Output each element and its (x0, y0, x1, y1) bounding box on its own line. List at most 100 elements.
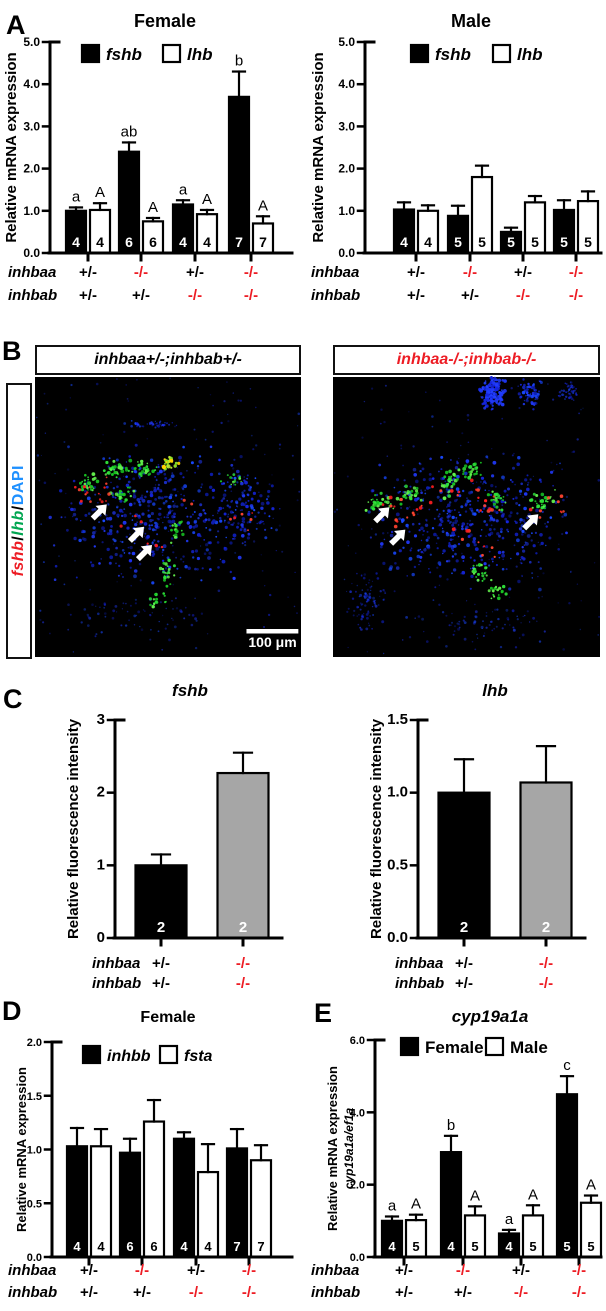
svg-text:4: 4 (447, 1239, 455, 1254)
svg-text:2: 2 (97, 784, 105, 801)
chart-e-cyp19a1a: cyp19a1a Relative mRNA expression cyp19a1a… (311, 1007, 603, 1301)
svg-text:4: 4 (388, 1239, 396, 1254)
svg-text:Male: Male (451, 11, 491, 31)
svg-text:+/-: +/- (407, 287, 425, 304)
svg-text:6: 6 (150, 1239, 157, 1254)
svg-text:6: 6 (126, 1239, 133, 1254)
svg-text:+/-: +/- (454, 1284, 472, 1301)
svg-text:+/-: +/- (455, 975, 473, 992)
svg-text:0.5: 0.5 (387, 856, 408, 873)
svg-text:inhbab: inhbab (395, 975, 444, 992)
svg-text:5: 5 (412, 1239, 419, 1254)
svg-text:7: 7 (235, 234, 243, 250)
channel-legend-text: fshb/lhb/DAPI (10, 465, 28, 576)
svg-text:lhb: lhb (482, 681, 508, 700)
svg-text:2.0: 2.0 (350, 1180, 365, 1192)
svg-text:-/-: -/- (242, 1284, 256, 1301)
svg-text:-/-: -/- (456, 1262, 470, 1279)
arrow-icon (127, 526, 145, 543)
svg-text:inhbaa: inhbaa (311, 264, 359, 281)
arrow-icon (522, 514, 539, 531)
svg-text:inhbaa: inhbaa (311, 1262, 359, 1279)
svg-text:inhbb: inhbb (107, 1048, 151, 1065)
svg-text:fshb: fshb (172, 681, 208, 700)
svg-text:+/-: +/- (80, 1262, 98, 1279)
svg-text:4: 4 (96, 234, 104, 250)
svg-text:inhbab: inhbab (8, 1284, 57, 1301)
panel-c-label: C (3, 684, 23, 714)
svg-text:6: 6 (149, 234, 157, 250)
svg-text:-/-: -/- (572, 1262, 586, 1279)
svg-text:2.0: 2.0 (27, 1037, 42, 1049)
svg-text:a: a (505, 1211, 514, 1228)
svg-text:Male: Male (510, 1038, 548, 1057)
svg-text:5: 5 (471, 1239, 478, 1254)
svg-text:-/-: -/- (236, 975, 250, 992)
arrow-icon (135, 545, 153, 562)
channel-lhb: lhb (10, 510, 27, 536)
panel-b-label: B (2, 336, 22, 366)
svg-text:-/-: -/- (572, 1284, 586, 1301)
svg-text:-/-: -/- (539, 975, 553, 992)
svg-text:lhb: lhb (187, 45, 213, 64)
svg-text:-/-: -/- (135, 1262, 149, 1279)
svg-text:4: 4 (97, 1239, 105, 1254)
svg-text:fshb: fshb (106, 45, 142, 64)
svg-text:inhbab: inhbab (8, 287, 57, 304)
micro-title-het: inhbaa+/-;inhbab+/- (35, 345, 301, 375)
svg-text:-/-: -/- (244, 287, 258, 304)
svg-text:5: 5 (478, 234, 486, 250)
channel-DAPI: DAPI (10, 465, 27, 506)
svg-text:Female: Female (140, 1009, 195, 1026)
svg-text:cyp19a1a: cyp19a1a (452, 1007, 529, 1026)
channel-slash: / (10, 535, 27, 541)
svg-text:+/-: +/- (455, 955, 473, 972)
panel-a-label: A (6, 10, 26, 40)
svg-text:+/-: +/- (186, 264, 204, 281)
svg-text:5.0: 5.0 (338, 35, 355, 49)
svg-text:A: A (95, 184, 105, 201)
svg-text:4: 4 (505, 1239, 513, 1254)
micro-image-het: 100 μm (35, 377, 301, 657)
channel-legend: fshb/lhb/DAPI (6, 383, 32, 659)
svg-text:6: 6 (125, 234, 133, 250)
svg-text:b: b (447, 1117, 455, 1134)
svg-text:-/-: -/- (539, 955, 553, 972)
svg-text:6.0: 6.0 (350, 1035, 365, 1047)
svg-text:fsta: fsta (184, 1048, 213, 1065)
svg-text:0.0: 0.0 (338, 246, 355, 260)
svg-text:5: 5 (454, 234, 462, 250)
channel-fshb: fshb (10, 540, 27, 577)
svg-text:0.0: 0.0 (23, 246, 40, 260)
svg-text:7: 7 (257, 1239, 264, 1254)
panel-d-label: D (2, 996, 22, 1026)
svg-text:-/-: -/- (236, 955, 250, 972)
svg-text:+/-: +/- (133, 1284, 151, 1301)
svg-text:3.0: 3.0 (338, 119, 355, 133)
svg-text:4: 4 (204, 1239, 212, 1254)
svg-text:7: 7 (233, 1239, 240, 1254)
svg-text:Relative mRNA expression: Relative mRNA expression (3, 52, 20, 242)
svg-text:A: A (148, 199, 158, 216)
svg-text:Relative mRNA expression: Relative mRNA expression (310, 52, 327, 242)
svg-text:+/-: +/- (461, 287, 479, 304)
svg-text:5: 5 (531, 234, 539, 250)
svg-text:1: 1 (97, 856, 105, 873)
svg-text:A: A (586, 1177, 596, 1194)
svg-text:5: 5 (560, 234, 568, 250)
svg-text:1.0: 1.0 (338, 204, 355, 218)
svg-text:4: 4 (424, 234, 432, 250)
svg-text:lhb: lhb (517, 45, 543, 64)
svg-text:1.0: 1.0 (23, 204, 40, 218)
svg-text:3.0: 3.0 (23, 119, 40, 133)
svg-text:a: a (72, 188, 81, 205)
svg-text:5: 5 (587, 1239, 594, 1254)
svg-text:-/-: -/- (188, 287, 202, 304)
svg-text:7: 7 (259, 234, 267, 250)
arrow-icon (389, 529, 406, 546)
svg-text:2: 2 (239, 919, 247, 936)
svg-text:+/-: +/- (152, 975, 170, 992)
svg-text:-/-: -/- (189, 1284, 203, 1301)
svg-text:0.0: 0.0 (350, 1252, 365, 1264)
